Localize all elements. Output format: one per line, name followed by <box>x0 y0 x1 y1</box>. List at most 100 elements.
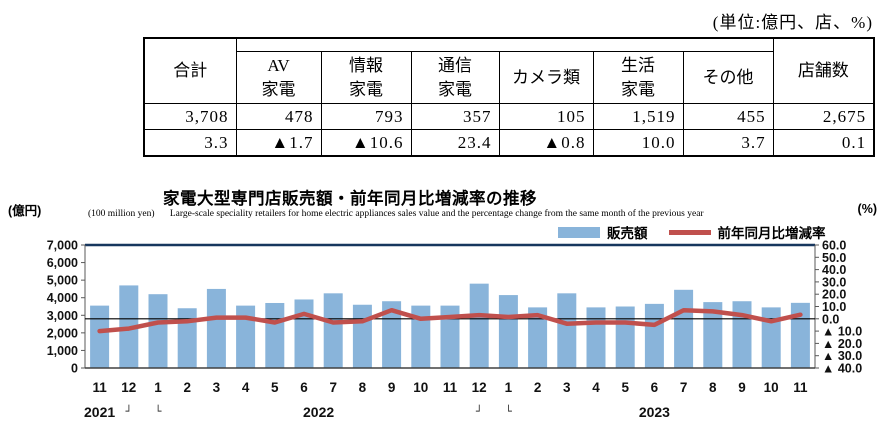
table-header-other: その他 <box>682 51 774 104</box>
chart-title: 家電大型専門店販売額・前年同月比増減率の推移 <box>163 190 537 208</box>
sales-bar <box>557 293 577 368</box>
x-axis-month-label: 2 <box>534 380 542 395</box>
sales-bar <box>382 301 402 368</box>
year-bracket: ┘ <box>476 404 483 418</box>
yoy-change-line <box>97 307 803 334</box>
sales-bar <box>323 293 343 368</box>
sales-bar <box>440 305 460 368</box>
sales-bar <box>411 305 431 368</box>
value-av: 478 <box>235 103 322 130</box>
x-axis-month-label: 4 <box>592 380 600 395</box>
legend-line-swatch <box>668 229 711 235</box>
x-axis-year-label: 2022 <box>303 404 334 420</box>
x-axis-month-label: 11 <box>793 380 808 395</box>
left-axis-tick-label: 4,000 <box>47 291 78 305</box>
left-axis-tick-label: 6,000 <box>47 256 78 270</box>
change-comm: 23.4 <box>410 129 500 157</box>
x-axis-month-label: 4 <box>242 380 250 395</box>
x-axis-month-label: 7 <box>329 380 337 395</box>
right-axis-tick-label: 40.0 <box>822 263 846 277</box>
left-axis-unit: (億円) <box>8 204 42 218</box>
right-axis-unit: (%) <box>857 202 877 216</box>
x-axis-month-label: 3 <box>213 380 221 395</box>
summary-table: 合計 店舗数 AV 家電 情報 家電 通信 家電 カメラ類 生活 家電 その他 … <box>143 37 876 157</box>
sales-bar <box>644 303 664 368</box>
x-axis-month-label: 6 <box>651 380 659 395</box>
x-axis-month-label: 10 <box>413 380 428 395</box>
x-axis-month-label: 8 <box>709 380 717 395</box>
value-info: 793 <box>320 103 412 130</box>
x-axis-month-label: 11 <box>443 380 458 395</box>
chart-subtitle-en: Large-scale speciality retailers for hom… <box>169 209 704 219</box>
table-header-living: 生活 家電 <box>592 51 684 104</box>
value-other: 455 <box>682 103 774 130</box>
change-total: 3.3 <box>143 129 237 157</box>
sales-bar <box>586 307 606 368</box>
table-header-total: 合計 <box>143 37 237 104</box>
table-header-stores: 店舗数 <box>772 37 875 104</box>
x-axis-month-label: 1 <box>154 380 162 395</box>
value-total: 3,708 <box>143 103 237 130</box>
left-axis-unit-en: (100 million yen) <box>88 209 155 219</box>
legend-bar-swatch <box>558 226 600 238</box>
x-axis-month-label: 12 <box>121 380 136 395</box>
sales-bar <box>732 301 752 368</box>
unit-note: (単位:億円、店、%) <box>712 13 873 32</box>
table-header-av: AV 家電 <box>235 51 322 104</box>
x-axis-month-label: 10 <box>764 380 779 395</box>
right-axis-tick-label: 10.0 <box>822 300 846 314</box>
change-av: ▲1.7 <box>235 129 322 157</box>
change-stores: 0.1 <box>772 129 875 157</box>
left-axis-tick-label: 7,000 <box>47 239 78 253</box>
year-bracket: └ <box>155 404 162 418</box>
x-axis-month-label: 9 <box>388 380 396 395</box>
x-axis-year-label: 2021 <box>84 404 115 420</box>
sales-bar <box>236 305 256 368</box>
value-comm: 357 <box>410 103 500 130</box>
right-axis-tick-label: 30.0 <box>822 275 846 289</box>
x-axis-month-label: 7 <box>680 380 688 395</box>
table-header-camera: カメラ類 <box>498 51 594 104</box>
change-camera: ▲0.8 <box>498 129 594 157</box>
sales-bar <box>528 307 548 368</box>
sales-bar <box>265 302 285 368</box>
value-stores: 2,675 <box>772 103 875 130</box>
table-row-values: 3,708 478 793 357 105 1,519 455 2,675 <box>143 103 875 130</box>
right-axis-tick-label: 60.0 <box>822 239 846 253</box>
right-axis-tick-label: ▲ 20.0 <box>822 337 862 351</box>
x-axis-month-label: 9 <box>738 380 746 395</box>
table-row-changes: 3.3 ▲1.7 ▲10.6 23.4 ▲0.8 10.0 3.7 0.1 <box>143 129 875 157</box>
sales-bar <box>206 288 226 368</box>
sales-bar <box>352 304 372 368</box>
year-bracket: └ <box>505 404 512 418</box>
sales-bar <box>469 283 489 368</box>
x-axis-month-label: 3 <box>563 380 571 395</box>
left-axis-tick-label: 2,000 <box>47 326 78 340</box>
x-axis-month-label: 8 <box>359 380 367 395</box>
value-camera: 105 <box>498 103 594 130</box>
left-axis-tick-label: 1,000 <box>47 344 78 358</box>
sales-bar <box>761 307 781 368</box>
value-living: 1,519 <box>592 103 684 130</box>
x-axis-month-label: 1 <box>505 380 513 395</box>
x-axis-month-label: 5 <box>271 380 279 395</box>
right-axis-tick-label: ▲ 10.0 <box>822 325 862 339</box>
change-living: 10.0 <box>592 129 684 157</box>
x-axis-month-label: 5 <box>621 380 629 395</box>
left-axis-tick-label: 3,000 <box>47 309 78 323</box>
right-axis-tick-label: 0.0 <box>822 312 839 326</box>
sales-bar <box>148 294 168 368</box>
sales-bar <box>177 308 197 368</box>
legend-line-label: 前年同月比増減率 <box>717 226 826 241</box>
sales-bar <box>674 289 694 368</box>
right-axis-tick-label: ▲ 30.0 <box>822 349 862 363</box>
year-bracket: ┘ <box>125 404 132 418</box>
chart-subtitle: (100 million yen) Large-scale speciality… <box>88 209 704 219</box>
table-header-comm: 通信 家電 <box>410 51 500 104</box>
right-axis-tick-label: 50.0 <box>822 251 846 265</box>
change-other: 3.7 <box>682 129 774 157</box>
right-axis-tick-label: ▲ 40.0 <box>822 362 862 376</box>
left-axis-tick-label: 0 <box>71 362 78 376</box>
change-info: ▲10.6 <box>320 129 412 157</box>
